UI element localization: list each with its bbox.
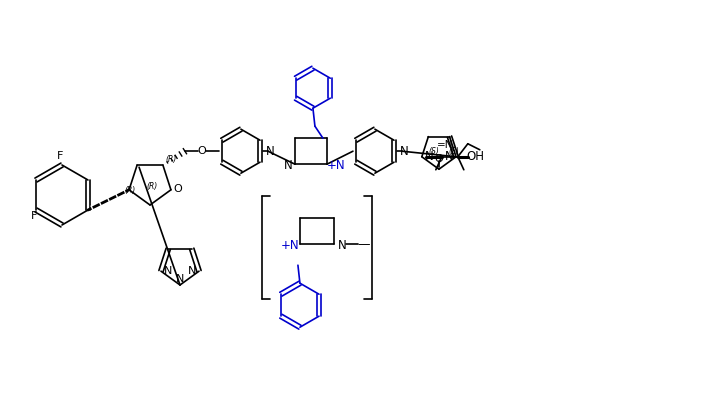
Text: N: N xyxy=(176,274,184,284)
Text: (S): (S) xyxy=(449,147,460,156)
Text: +N: +N xyxy=(327,159,346,172)
Text: =N: =N xyxy=(437,139,454,150)
Text: N: N xyxy=(445,150,454,163)
Text: N: N xyxy=(338,239,346,252)
Text: —: — xyxy=(358,238,370,251)
Text: (R): (R) xyxy=(166,155,176,164)
Text: (S): (S) xyxy=(428,147,439,156)
Text: O: O xyxy=(435,154,444,164)
Text: N: N xyxy=(425,150,433,163)
Text: N: N xyxy=(399,145,408,158)
Text: F: F xyxy=(30,211,37,221)
Text: +N: +N xyxy=(281,239,299,252)
Text: N: N xyxy=(284,159,293,172)
Text: O: O xyxy=(174,184,182,194)
Text: N: N xyxy=(188,266,196,276)
Text: N: N xyxy=(164,266,172,276)
Text: O: O xyxy=(197,146,206,156)
Text: (R): (R) xyxy=(147,182,158,191)
Text: OH: OH xyxy=(467,150,485,163)
Text: (R): (R) xyxy=(124,187,136,196)
Text: F: F xyxy=(57,151,63,161)
Text: N: N xyxy=(266,145,274,158)
